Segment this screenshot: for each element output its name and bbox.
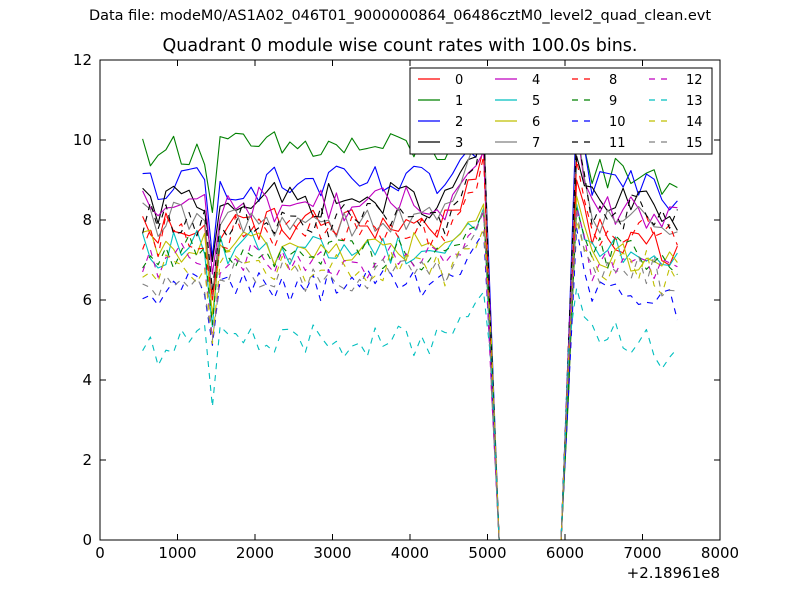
x-tick-label: 4000: [391, 544, 429, 562]
legend-label-5: 5: [532, 94, 540, 109]
legend-label-3: 3: [455, 136, 463, 151]
x-tick-label: 1000: [158, 544, 196, 562]
axis-ticks: 0 1000 2000 3000 4000 5000 6000 7000 80000246810…: [73, 51, 739, 562]
legend-label-0: 0: [455, 73, 463, 88]
series-line-13: [142, 287, 678, 541]
y-tick-label: 12: [73, 51, 92, 69]
legend-label-8: 8: [609, 73, 617, 88]
x-offset-label: +2.18961e8: [627, 564, 720, 582]
series-line-8: [142, 155, 678, 541]
legend-label-10: 10: [609, 115, 626, 130]
legend-label-15: 15: [686, 136, 703, 151]
series-line-9: [142, 207, 678, 541]
y-tick-label: 10: [73, 131, 92, 149]
legend-label-6: 6: [532, 115, 540, 130]
series-line-2: [142, 103, 678, 541]
legend-label-4: 4: [532, 73, 540, 88]
y-tick-label: 0: [82, 531, 92, 549]
chart-title: Quadrant 0 module wise count rates with …: [162, 36, 638, 56]
series-line-1: [142, 123, 678, 541]
x-tick-label: 0: [95, 544, 105, 562]
x-tick-label: 8000: [701, 544, 739, 562]
legend-label-12: 12: [686, 73, 703, 88]
y-tick-label: 4: [82, 371, 92, 389]
legend-label-13: 13: [686, 94, 703, 109]
x-tick-label: 6000: [546, 544, 584, 562]
x-tick-label: 5000: [468, 544, 506, 562]
series-line-3: [142, 127, 678, 541]
series-line-14: [142, 219, 678, 541]
y-tick-label: 6: [82, 291, 92, 309]
chart-suptitle: Data file: modeM0/AS1A02_046T01_90000008…: [88, 8, 712, 24]
legend-label-9: 9: [609, 94, 617, 109]
legend-label-14: 14: [686, 115, 703, 130]
series-line-7: [142, 99, 678, 541]
legend-label-11: 11: [609, 136, 626, 151]
legend-label-1: 1: [455, 94, 463, 109]
series-line-15: [142, 207, 678, 541]
series-line-10: [142, 227, 678, 541]
series-layer: [142, 99, 678, 541]
legend-label-7: 7: [532, 136, 540, 151]
y-tick-label: 8: [82, 211, 92, 229]
legend-frame: [409, 67, 713, 155]
y-tick-label: 2: [82, 451, 92, 469]
series-line-4: [142, 127, 678, 541]
x-tick-label: 2000: [236, 544, 274, 562]
legend-label-2: 2: [455, 115, 463, 130]
x-tick-label: 7000: [623, 544, 661, 562]
series-line-5: [142, 203, 678, 541]
x-tick-label: 3000: [313, 544, 351, 562]
